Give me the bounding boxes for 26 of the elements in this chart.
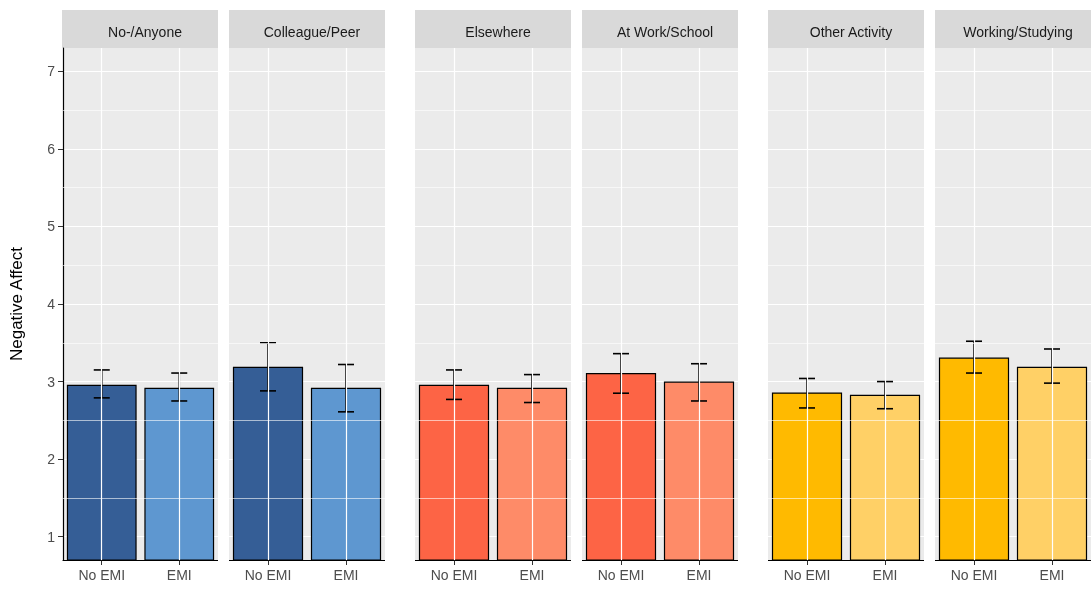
- chart-title: Other Activity: [809, 24, 893, 40]
- chart-title: No-/Anyone: [108, 24, 183, 40]
- x-tick-label: No EMI: [950, 567, 998, 583]
- y-tick-label: 2: [47, 451, 56, 468]
- x-tick-label: EMI: [333, 567, 359, 583]
- x-tick-label: EMI: [166, 567, 192, 583]
- x-tick-label: No EMI: [597, 567, 645, 583]
- y-tick-label: 7: [47, 63, 56, 80]
- y-axis-title: Negative Affect: [7, 246, 26, 362]
- x-tick-label: EMI: [686, 567, 712, 583]
- x-tick-label: No EMI: [430, 567, 478, 583]
- chart-title: Elsewhere: [465, 24, 531, 40]
- x-tick-label: No EMI: [783, 567, 831, 583]
- y-tick-label: 3: [47, 373, 56, 390]
- y-tick-label: 4: [47, 296, 56, 312]
- x-tick-label: EMI: [872, 567, 898, 583]
- y-tick-label: 6: [47, 140, 56, 157]
- chart-title: Colleague/Peer: [263, 24, 361, 40]
- chart-title: At Work/School: [616, 24, 714, 40]
- y-tick-label: 5: [47, 218, 56, 235]
- y-tick-label: 1: [47, 528, 56, 545]
- x-tick-label: EMI: [519, 567, 545, 583]
- x-tick-label: No EMI: [78, 567, 126, 583]
- x-tick-label: EMI: [1039, 567, 1065, 583]
- chart-title: Working/Studying: [963, 24, 1073, 40]
- x-tick-label: No EMI: [244, 567, 292, 583]
